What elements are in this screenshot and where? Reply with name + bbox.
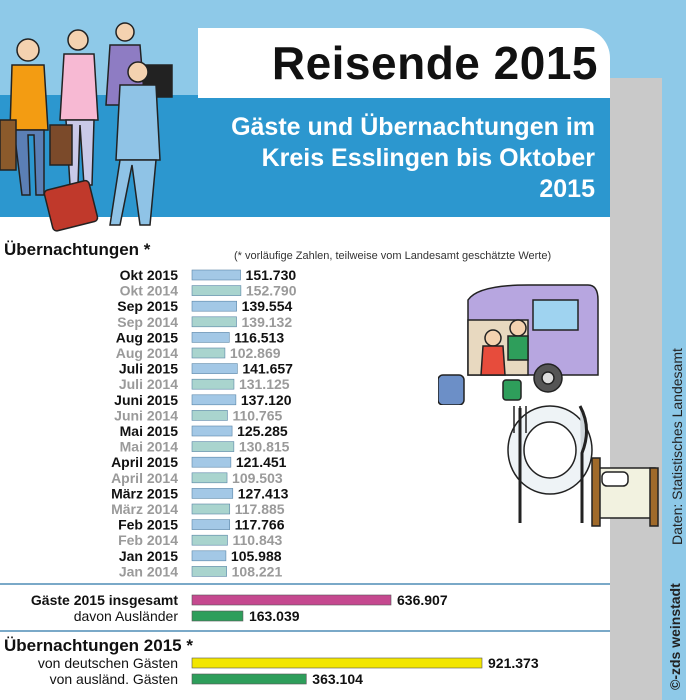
bar	[191, 285, 242, 296]
bar	[191, 441, 235, 452]
bar	[191, 316, 237, 328]
value-label: 139.554	[242, 298, 293, 314]
bar	[191, 456, 232, 468]
value-label: 152.790	[246, 283, 297, 299]
value-label: 117.766	[235, 517, 285, 533]
value-label: 137.120	[241, 392, 292, 408]
bar	[191, 503, 231, 515]
category-label: Juni 2015	[114, 392, 178, 408]
bar	[191, 347, 226, 359]
value-label: 102.869	[230, 345, 281, 361]
value-label: 110.765	[232, 407, 282, 423]
bar	[191, 300, 237, 312]
camper-illustration	[438, 284, 599, 405]
nights-bars: von deutschen Gästen 921.373 von ausländ. …	[38, 655, 539, 687]
category-label: Aug 2015	[116, 329, 178, 345]
value-label: 141.657	[242, 361, 293, 377]
value-label: 110.843	[232, 532, 282, 548]
chart: Übernachtungen * (* vorläufige Zahlen, t…	[4, 240, 551, 687]
page-title: Reisende 2015	[271, 37, 598, 89]
category-label: davon Ausländer	[74, 608, 179, 624]
bar	[191, 488, 234, 499]
value-label: 125.285	[237, 423, 288, 439]
chart-note: (* vorläufige Zahlen, teilweise vom Land…	[234, 250, 551, 262]
category-label: März 2014	[111, 501, 178, 517]
category-label: März 2015	[111, 485, 178, 501]
bar	[191, 673, 307, 685]
bar	[191, 657, 483, 669]
bar	[191, 472, 228, 484]
bar	[191, 269, 241, 281]
category-label: Feb 2015	[118, 517, 178, 533]
category-label: von deutschen Gästen	[38, 655, 178, 671]
category-label: Jan 2014	[119, 563, 178, 579]
category-label: Mai 2014	[120, 439, 179, 455]
bar	[191, 378, 235, 390]
value-label: 363.104	[312, 671, 363, 687]
bar	[191, 363, 238, 374]
category-label: Juli 2015	[119, 361, 178, 377]
subtitle: Gäste und Übernachtungen im Kreis Esslin…	[150, 112, 595, 205]
monthly-bars: Okt 2015 151.730 Okt 2014 152.790 Sep 2015 13…	[111, 267, 297, 579]
value-label: 109.503	[232, 470, 283, 486]
header-band	[0, 95, 610, 217]
category-label: Sep 2015	[117, 298, 178, 314]
value-label: 139.132	[242, 314, 293, 330]
value-label: 163.039	[249, 608, 300, 624]
bar	[191, 594, 392, 606]
bar	[191, 425, 233, 437]
bar	[191, 610, 244, 622]
category-label: Mai 2015	[120, 423, 179, 439]
author-credit: ©-zds weinstadt	[667, 583, 683, 690]
chart-title: Übernachtungen *	[4, 240, 151, 259]
category-label: Okt 2015	[120, 267, 179, 283]
category-label: Jan 2015	[119, 548, 178, 564]
value-label: 151.730	[246, 267, 297, 283]
bar	[191, 566, 227, 577]
category-label: Juni 2014	[114, 407, 178, 423]
value-label: 108.221	[232, 563, 283, 579]
title-panel	[198, 28, 610, 98]
category-label: Okt 2014	[120, 283, 179, 299]
value-label: 117.885	[235, 501, 285, 517]
bar	[191, 332, 230, 343]
source-credit: Daten: Statistisches Landesamt	[669, 348, 685, 545]
category-label: Sep 2014	[117, 314, 178, 330]
category-label: Gäste 2015 insgesamt	[31, 592, 178, 608]
subtitle-line-2: Kreis Esslingen bis Oktober	[261, 144, 595, 172]
category-label: Juli 2014	[119, 376, 178, 392]
section-divider	[0, 583, 610, 585]
bar	[191, 394, 237, 406]
category-label: von ausländ. Gästen	[50, 671, 178, 687]
value-label: 121.451	[236, 454, 287, 470]
value-label: 105.988	[231, 548, 282, 564]
value-label: 921.373	[488, 655, 539, 671]
bar	[191, 519, 230, 530]
subtitle-line-3: 2015	[539, 175, 595, 203]
bar	[191, 550, 227, 562]
category-label: April 2015	[111, 454, 178, 470]
section-divider	[0, 630, 610, 632]
value-label: 131.125	[239, 376, 290, 392]
bar	[191, 410, 228, 421]
subtitle-line-1: Gäste und Übernachtungen im	[231, 113, 595, 141]
travelers-illustration	[0, 22, 173, 232]
value-label: 636.907	[397, 592, 448, 608]
value-label: 116.513	[234, 329, 284, 345]
value-label: 130.815	[239, 439, 290, 455]
category-label: April 2014	[111, 470, 178, 486]
dining-bed-illustration	[507, 405, 659, 527]
bar	[191, 534, 228, 546]
category-label: Feb 2014	[118, 532, 178, 548]
nights-title: Übernachtungen 2015 *	[4, 636, 193, 655]
guests-bars: Gäste 2015 insgesamt 636.907 davon Ausländ…	[31, 592, 448, 624]
value-label: 127.413	[238, 485, 289, 501]
category-label: Aug 2014	[116, 345, 178, 361]
